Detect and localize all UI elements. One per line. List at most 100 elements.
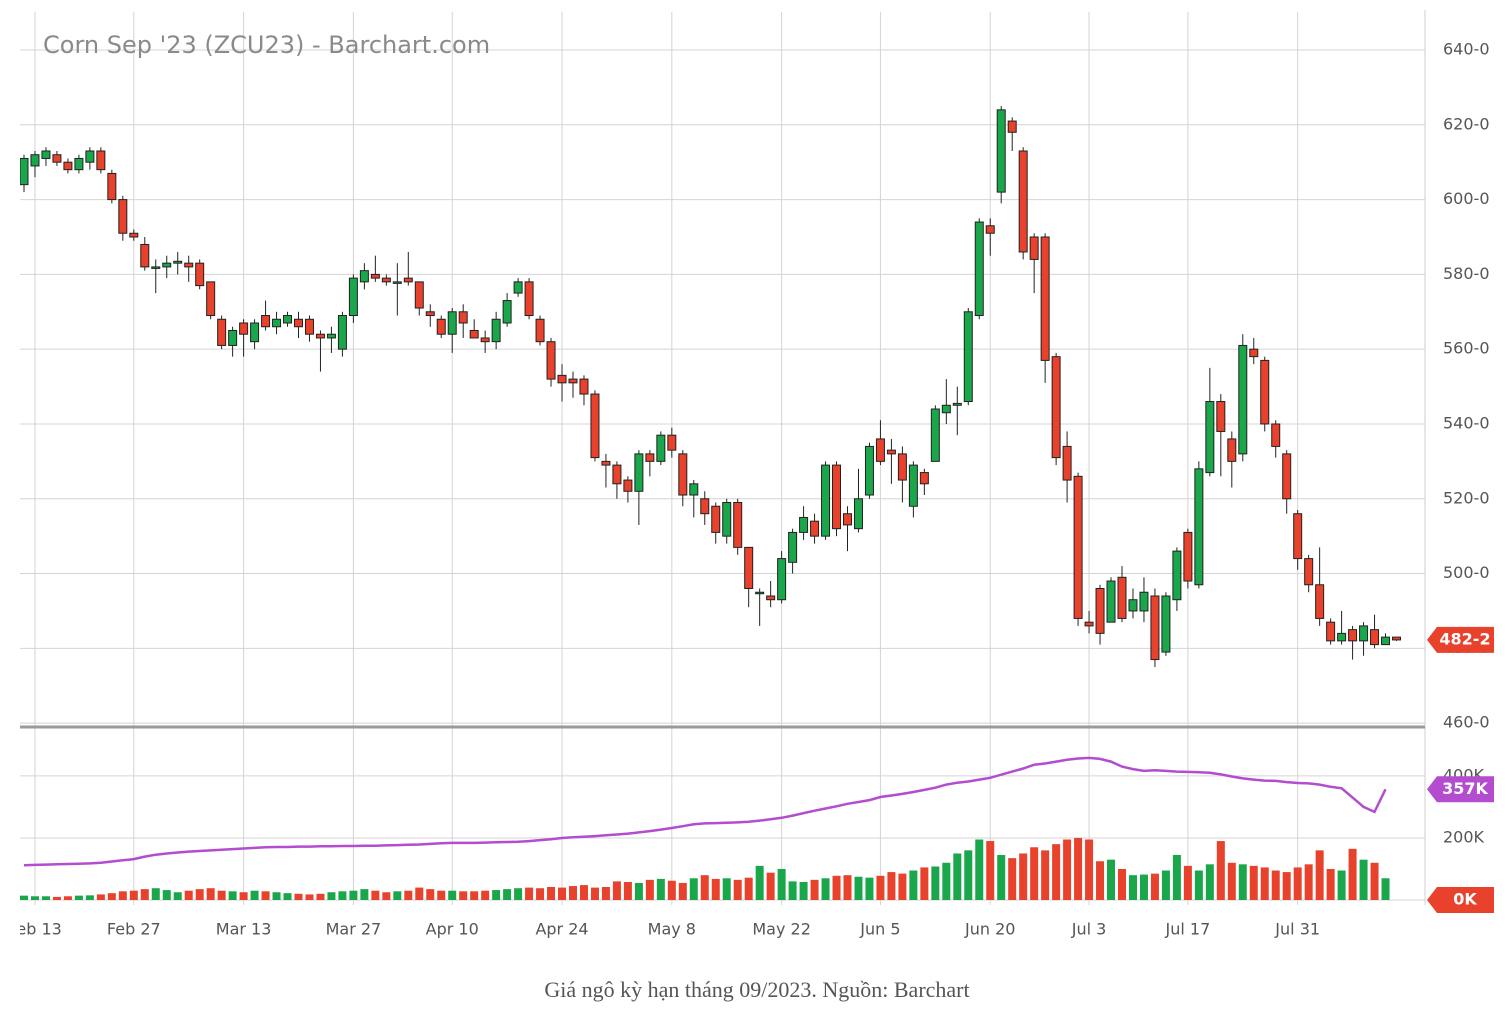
volume-bar [810,879,819,900]
chart-title: Corn Sep '23 (ZCU23) - Barchart.com [43,31,490,59]
volume-bar [975,839,984,900]
volume-bar [525,887,534,900]
candle-body [788,531,798,563]
volume-bar [1271,870,1280,900]
volume-bar [986,841,995,900]
volume-bar [1096,861,1105,900]
volume-bar [579,885,588,900]
volume-bar [338,891,347,900]
volume-bar [711,878,720,900]
candle-body [897,453,907,481]
volume-bar [107,893,116,900]
open-interest-badge [1427,776,1494,803]
candle-body [722,501,732,537]
y-tick-label: 580-0 [1443,264,1490,283]
volume-bar [459,891,468,900]
volume-bar [744,877,753,900]
candle-body [930,408,940,462]
volume-tick-label: 200K [1443,827,1485,846]
candle-body [985,225,995,234]
volume-bar [415,887,424,900]
x-tick-label: May 22 [752,920,811,939]
candle-body [996,109,1006,193]
volume-bar [909,870,918,900]
candle-body [1128,599,1138,612]
candle-body [875,438,885,462]
x-tick-label: Jul 31 [1274,920,1320,939]
volume-bar [371,890,380,900]
candle-body [766,595,776,601]
candle-body [1271,423,1281,447]
volume-bar [1326,868,1335,900]
candle-body [228,329,238,346]
volume-bar [601,886,610,900]
x-tick-label: Jul 3 [1071,920,1107,939]
volume-bar [470,891,479,900]
x-tick-label: Mar 27 [326,920,382,939]
volume-bar [217,890,226,900]
candle-body [370,273,380,279]
candle-body [908,464,918,507]
candle-body [1392,636,1401,641]
volume-bar [590,887,599,900]
volume-bar [1008,858,1017,900]
x-tick-label: Apr 24 [535,920,588,939]
volume-bar [426,889,435,900]
candle-body [107,172,117,201]
candle-body [513,281,523,294]
y-tick-label: 540-0 [1443,413,1490,432]
candle-body [1326,621,1336,642]
candle-body [667,434,677,451]
candle-body [217,318,227,346]
candle-body [1348,629,1358,642]
plot-area: Feb 13 Feb 27 Mar 13 Mar 27 Apr 10 Apr 24 May … [20,10,1426,939]
candle-body [623,479,633,492]
x-tick-label: Jun 5 [859,920,900,939]
candle-body [546,341,556,380]
candle-body [1337,632,1347,642]
candle-body [436,318,446,335]
volume-bar [1260,867,1269,900]
volume-bar [250,890,259,900]
volume-bar [1150,873,1159,900]
volume-bar [799,882,808,900]
x-tick-label: Apr 10 [426,920,479,939]
volume-bar [52,896,61,900]
candle-body [864,445,874,496]
x-tick-label: Mar 13 [216,920,272,939]
volume-bar [788,881,797,900]
candle-body [337,315,347,350]
candle-body [1029,236,1039,260]
candle-body [304,318,314,335]
volume-bar [481,890,490,900]
volume-bar [558,887,567,900]
volume-bar [272,892,281,900]
candle-body [941,404,951,414]
volume-bar [733,879,742,900]
candle-body [52,154,62,163]
volume-bar [667,880,676,900]
candle-body [283,315,293,324]
volume-bar [832,875,841,900]
volume-bar [623,882,632,900]
candle-body [469,329,479,339]
volume-bar [316,893,325,900]
volume-bar [1161,870,1170,900]
volume-bar [547,886,556,900]
volume-bar [1019,853,1028,900]
volume-bar [656,878,665,900]
candle-body [1139,591,1149,612]
candle-body [1282,453,1292,500]
volume-bar [1052,844,1061,900]
candle-body [777,558,787,601]
volume-bar [1172,855,1181,900]
volume-bar [239,892,248,900]
candle-body [1293,513,1303,560]
volume-bar [777,868,786,900]
volume-bar [151,888,160,900]
candle-body [239,322,249,335]
volume-bar [1107,859,1116,900]
candle-body [458,311,468,324]
candle-body [1018,150,1028,253]
